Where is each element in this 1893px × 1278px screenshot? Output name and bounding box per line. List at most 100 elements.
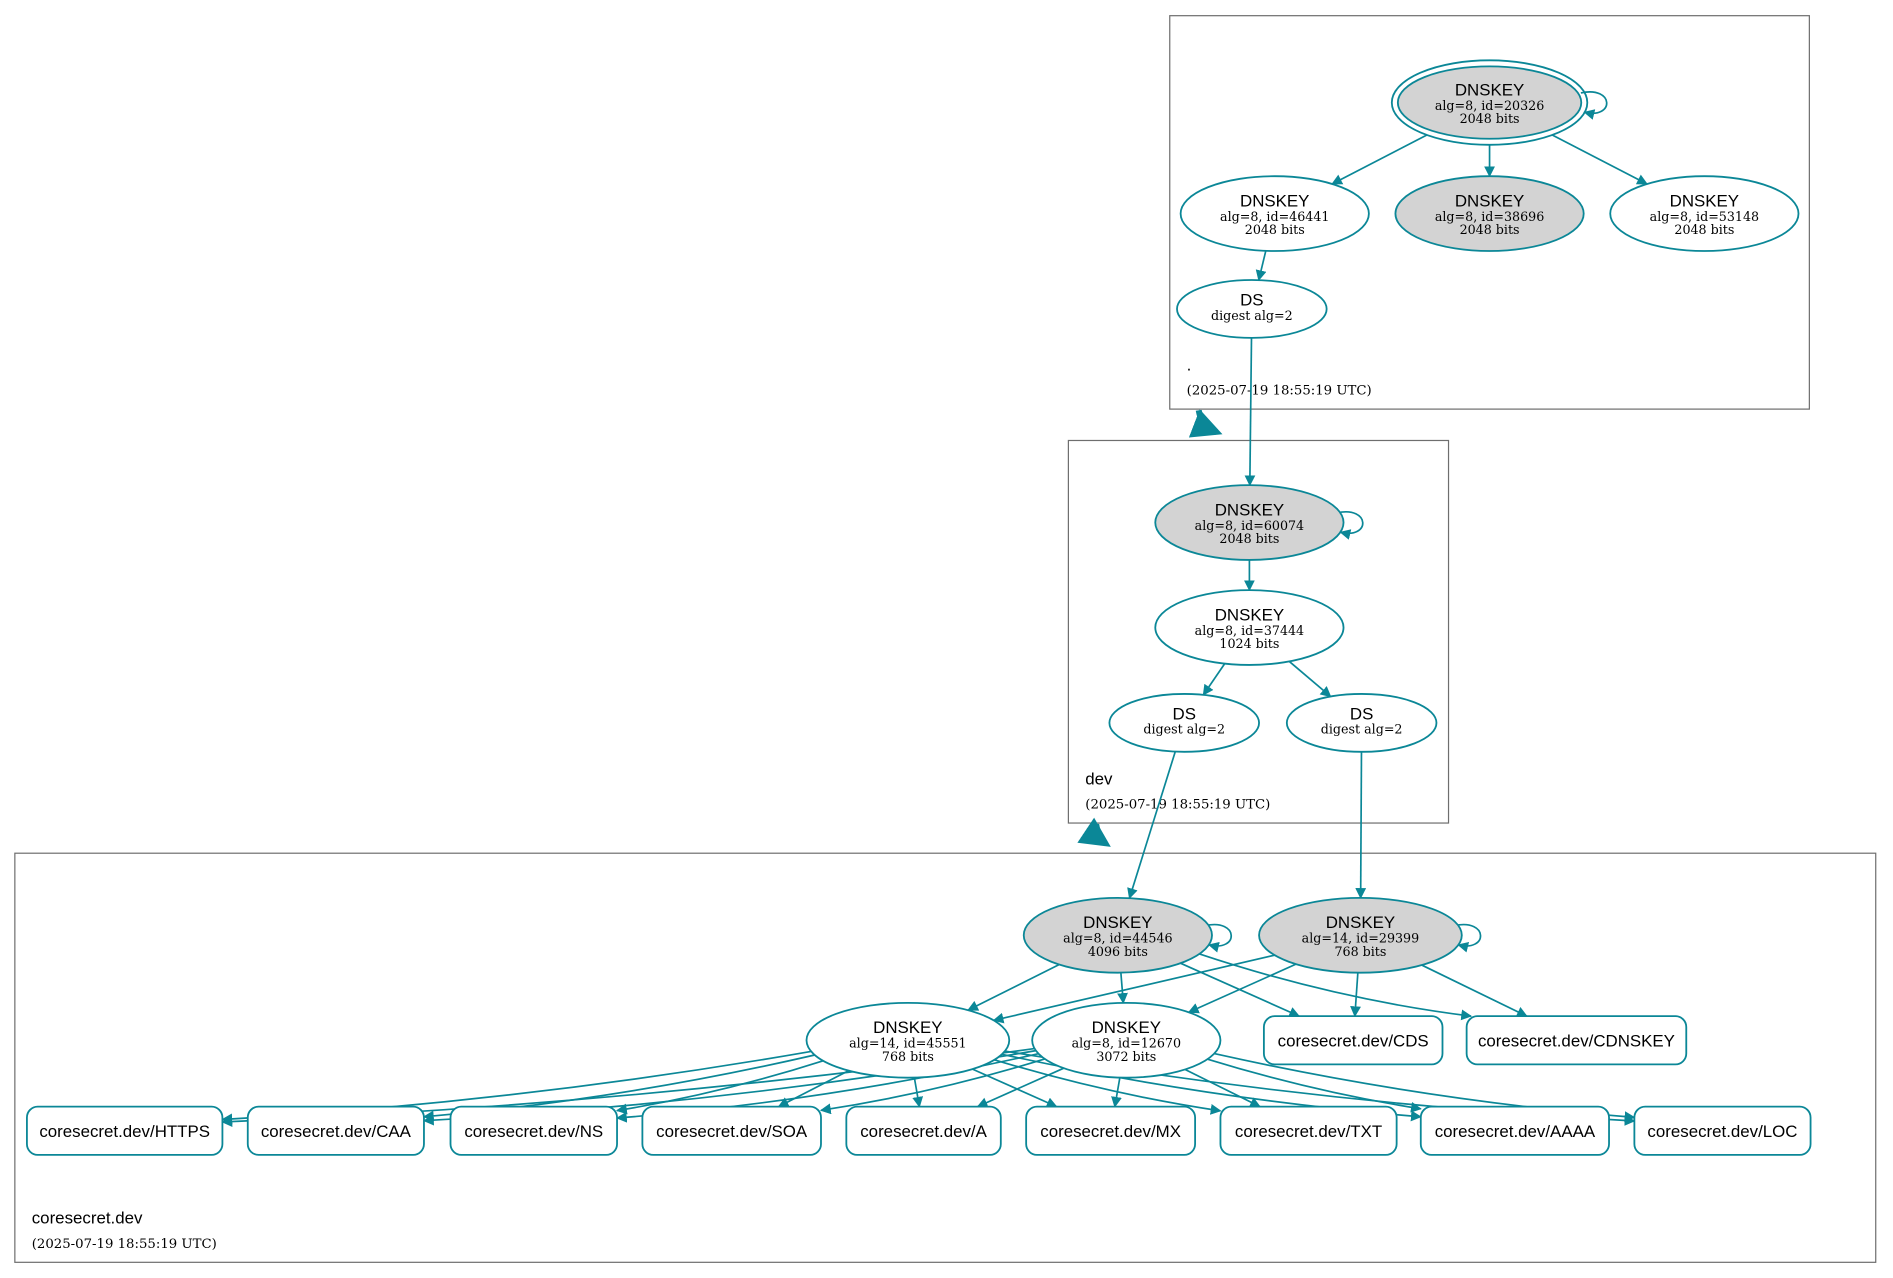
node-key-size: 4096 bits (1088, 944, 1148, 959)
node-detail: alg=8, id=37444 (1195, 623, 1304, 638)
node-title: DNSKEY (873, 1018, 942, 1037)
rrset-node[interactable]: coresecret.dev/SOA (641, 1105, 822, 1156)
node-title: DNSKEY (1215, 605, 1284, 624)
cluster-name: dev (1085, 769, 1113, 788)
delegation-edge (1077, 817, 1111, 847)
node-detail: digest alg=2 (1143, 722, 1225, 737)
signature-edge (1551, 134, 1648, 185)
rrset-label: coresecret.dev/MX (1040, 1122, 1181, 1141)
node-title: DNSKEY (1670, 191, 1739, 210)
rrset-label: coresecret.dev/CDNSKEY (1478, 1031, 1675, 1050)
node-detail: alg=8, id=12670 (1072, 1036, 1181, 1051)
node-detail: alg=8, id=38696 (1435, 209, 1544, 224)
node-title: DS (1240, 290, 1263, 309)
signature-edge (992, 954, 1275, 1024)
node-detail: digest alg=2 (1321, 722, 1403, 737)
signature-edge (1421, 964, 1528, 1017)
signature-edge (967, 963, 1060, 1011)
rrset-node[interactable]: coresecret.dev/LOC (1633, 1105, 1812, 1156)
node-key-size: 768 bits (1334, 944, 1386, 959)
rrset-node[interactable]: coresecret.dev/CAA (246, 1105, 425, 1156)
node-key-size: 2048 bits (1245, 222, 1305, 237)
cluster-root: . (2025-07-19 18:55:19 UTC) (1169, 15, 1810, 410)
signature-edge (1184, 1068, 1261, 1108)
rrset-label: coresecret.dev/TXT (1235, 1122, 1382, 1141)
node-key-size: 2048 bits (1674, 222, 1734, 237)
rrset-label: coresecret.dev/NS (464, 1122, 603, 1141)
signature-edge (1350, 972, 1361, 1018)
node-detail: alg=14, id=45551 (849, 1036, 966, 1051)
node-key-size: 1024 bits (1219, 636, 1279, 651)
rrset-node[interactable]: coresecret.dev/NS (449, 1105, 618, 1156)
cluster-timestamp: (2025-07-19 18:55:19 UTC) (1187, 384, 1372, 399)
node-detail: alg=8, id=53148 (1650, 209, 1759, 224)
node-key-size: 3072 bits (1096, 1049, 1156, 1064)
node-detail: alg=8, id=46441 (1220, 209, 1329, 224)
signature-edge (819, 1058, 1046, 1115)
rrset-label: coresecret.dev/LOC (1647, 1122, 1797, 1141)
rrset-node[interactable]: coresecret.dev/HTTPS (26, 1105, 224, 1156)
node-title: DNSKEY (1240, 191, 1309, 210)
rrset-label: coresecret.dev/SOA (656, 1122, 808, 1141)
rrset-node[interactable]: coresecret.dev/CDS (1262, 1015, 1444, 1066)
rrset-label: coresecret.dev/HTTPS (39, 1122, 210, 1141)
signature-edge (1202, 663, 1226, 696)
node-key-size: 2048 bits (1219, 531, 1279, 546)
cluster-timestamp: (2025-07-19 18:55:19 UTC) (1085, 798, 1270, 813)
signature-edge (777, 1069, 850, 1108)
cluster-name: . (1187, 355, 1192, 374)
signature-edge (1207, 1058, 1422, 1113)
signature-edge (1187, 963, 1297, 1014)
node-key-size: 2048 bits (1460, 222, 1520, 237)
signature-edge (976, 1067, 1065, 1108)
cluster-dev: dev (2025-07-19 18:55:19 UTC) (1067, 439, 1450, 824)
rrset-node[interactable]: coresecret.dev/AAAA (1419, 1105, 1610, 1156)
rrset-node[interactable]: coresecret.dev/MX (1025, 1105, 1197, 1156)
signature-edge (1255, 250, 1267, 282)
node-key-size: 2048 bits (1460, 111, 1520, 126)
signature-edge (1355, 751, 1367, 899)
node-detail: alg=8, id=60074 (1195, 518, 1304, 533)
edges (221, 91, 1648, 1127)
signature-edge (1331, 134, 1428, 185)
node-title: DS (1173, 704, 1196, 723)
rrset-label: coresecret.dev/AAAA (1435, 1122, 1596, 1141)
rrset-node[interactable]: coresecret.dev/A (845, 1105, 1002, 1156)
rrset-node[interactable]: coresecret.dev/TXT (1219, 1105, 1398, 1156)
node-title: DS (1350, 704, 1373, 723)
node-detail: alg=8, id=20326 (1435, 98, 1544, 113)
cluster-coresecret-dev: coresecret.dev (2025-07-19 18:55:19 UTC) (14, 852, 1877, 1263)
rrset-label: coresecret.dev/CAA (261, 1122, 412, 1141)
node-detail: digest alg=2 (1211, 308, 1293, 323)
signature-edge (1244, 337, 1256, 487)
cluster-name: coresecret.dev (32, 1209, 143, 1228)
node-title: DNSKEY (1455, 80, 1524, 99)
rrset-node[interactable]: coresecret.dev/CDNSKEY (1465, 1015, 1688, 1066)
node-detail: alg=14, id=29399 (1302, 931, 1419, 946)
node-title: DNSKEY (1215, 500, 1284, 519)
node-title: DNSKEY (1083, 913, 1152, 932)
signature-edge (1288, 660, 1332, 698)
signature-edge (994, 1058, 1222, 1115)
rrset-label: coresecret.dev/CDS (1278, 1031, 1429, 1050)
signature-edge (615, 1059, 824, 1115)
rrset-label: coresecret.dev/A (860, 1122, 987, 1141)
signature-edge (1111, 1077, 1122, 1108)
self-signature-edge (1336, 511, 1364, 540)
self-signature-edge (1205, 923, 1233, 953)
